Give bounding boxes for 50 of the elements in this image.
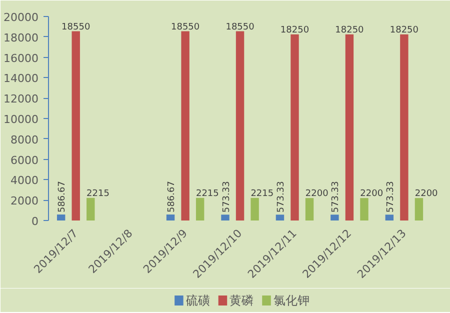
bar: [221, 214, 230, 220]
y-tick-label: 8000: [10, 133, 39, 146]
y-tick-label: 16000: [4, 52, 39, 65]
data-label: 18550: [170, 22, 200, 32]
data-label: 18250: [390, 25, 419, 36]
bar: [385, 214, 394, 220]
data-label: 2215: [196, 188, 219, 199]
y-tick-label: 12000: [4, 92, 39, 106]
legend-label: 氯化钾: [274, 294, 310, 308]
bar: [250, 198, 259, 220]
data-label: 573.33: [386, 181, 396, 213]
bar: [181, 31, 190, 220]
data-label: 2200: [414, 189, 438, 200]
data-label: 2200: [305, 189, 329, 200]
bar: [305, 198, 314, 220]
data-label: 586.67: [58, 181, 68, 213]
bar: [345, 34, 354, 220]
bar: [276, 214, 284, 220]
bar: [330, 214, 339, 220]
bar: [414, 198, 424, 220]
data-label: 18550: [226, 22, 255, 32]
y-tick-label: 4000: [10, 174, 39, 188]
data-label: 2215: [250, 188, 274, 199]
data-label: 2215: [86, 188, 110, 199]
data-label: 573.33: [331, 181, 342, 213]
data-label: 18550: [62, 22, 90, 32]
bar: [166, 214, 175, 220]
y-tick-label: 14000: [4, 72, 39, 86]
bar: [72, 31, 80, 220]
y-tick-label: 18000: [4, 31, 39, 44]
y-tick-label: 0: [32, 215, 38, 228]
bar: [56, 214, 66, 220]
bar: [236, 31, 244, 220]
bar: [86, 198, 95, 220]
bar: [290, 34, 299, 220]
y-tick-label: 6000: [10, 154, 39, 167]
bar: [196, 198, 204, 220]
y-tick-label: 2000: [10, 194, 39, 208]
bar: [360, 198, 368, 220]
data-label: 586.67: [167, 181, 178, 213]
data-label: 573.33: [222, 181, 232, 213]
legend-label: 黄磷: [230, 294, 254, 308]
legend-label: 硫磺: [186, 294, 210, 308]
data-label: 18250: [335, 25, 364, 36]
data-label: 2200: [360, 189, 384, 200]
data-label: 18250: [280, 25, 310, 36]
y-tick-label: 10000: [4, 113, 39, 126]
y-tick-label: 20000: [4, 11, 39, 24]
data-label: 573.33: [276, 181, 286, 213]
bar: [400, 34, 408, 220]
